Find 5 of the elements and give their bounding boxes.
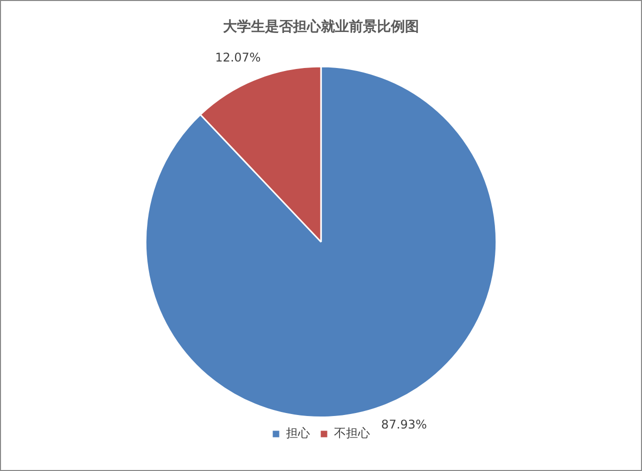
legend-label: 担心 [286,426,310,440]
chart-title: 大学生是否担心就业前景比例图 [223,18,419,36]
data-label: 87.93% [381,417,427,432]
data-label: 12.07% [215,50,261,65]
legend-label: 不担心 [334,426,370,440]
